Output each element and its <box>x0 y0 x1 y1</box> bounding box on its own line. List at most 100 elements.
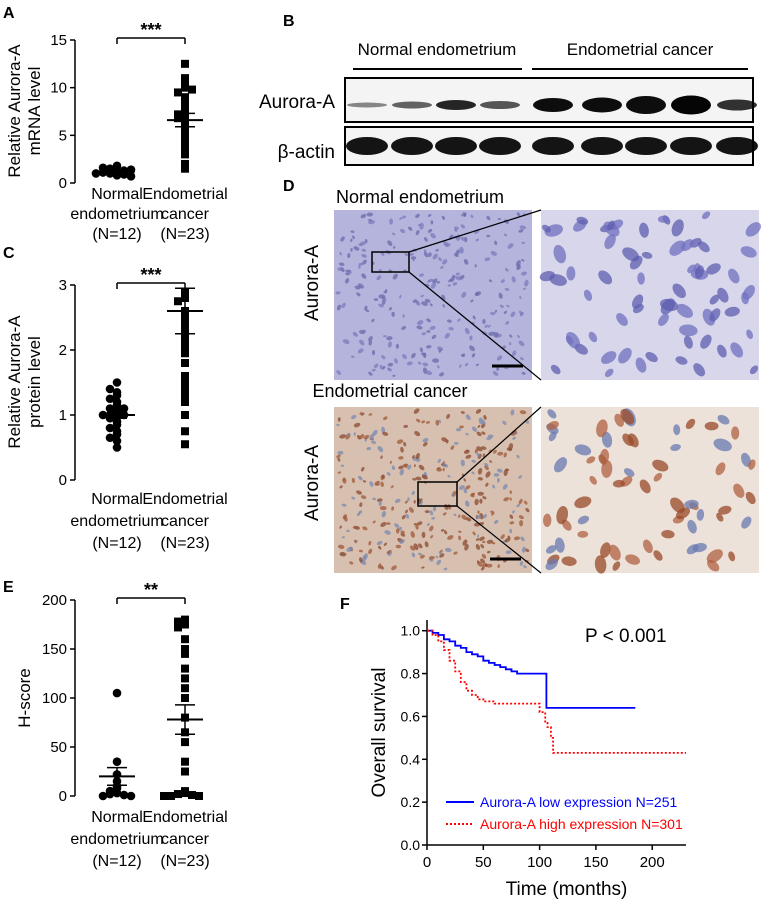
ihc-normal-image-nucleus <box>361 248 367 252</box>
ihc-cancer-image-nucleus <box>509 497 512 501</box>
ihc-cancer-image-nucleus <box>436 559 442 566</box>
y-axis-label: Relative Aurora-Aprotein level <box>5 315 44 449</box>
blot-band-actin <box>625 137 667 155</box>
ihc-cancer-image-nucleus <box>471 426 478 432</box>
ihc-cancer-image-nucleus <box>502 484 508 490</box>
ihc-cancer-image-nucleus <box>346 529 350 533</box>
ihc-cancer-image-nucleus <box>381 426 386 433</box>
data-point-cancer <box>181 93 189 102</box>
ihc-normal-image-nucleus <box>432 278 438 284</box>
ihc-cancer-image-nucleus <box>486 436 492 441</box>
category-label: (N=23) <box>160 226 209 243</box>
ihc-cancer-image-nucleus <box>383 542 388 546</box>
ihc-normal-image-nucleus <box>399 294 402 299</box>
ihc-normal-image-nucleus <box>368 371 373 376</box>
ihc-cancer-image-nucleus <box>340 464 345 467</box>
ihc-normal-image-nucleus <box>350 355 355 358</box>
ihc-cancer-image-nucleus <box>477 467 483 475</box>
significance-label: *** <box>140 265 161 285</box>
ihc-normal-image-nucleus <box>392 232 396 236</box>
ihc-cancer-image-nucleus <box>458 485 465 490</box>
ihc-cancer-image-nucleus <box>435 419 440 426</box>
ihc-normal-image-nucleus <box>353 246 360 251</box>
ihc-cancer-image-nucleus <box>351 477 356 483</box>
ihc-cancer-zoom-image-nucleus <box>556 506 569 525</box>
ihc-normal-image-nucleus <box>360 329 367 334</box>
ihc-cancer-image-nucleus <box>398 465 404 470</box>
ihc-normal-image-nucleus <box>386 336 393 341</box>
category-label: endometrium <box>70 831 163 848</box>
ihc-cancer-image-nucleus <box>524 548 530 552</box>
ihc-normal-image-nucleus <box>423 237 428 242</box>
blot-band-actin <box>716 137 758 155</box>
ihc-normal-image-nucleus <box>408 226 413 231</box>
data-point-cancer <box>181 159 189 168</box>
ihc-cancer-image-nucleus <box>497 451 504 456</box>
ihc-normal-image-nucleus <box>415 230 420 236</box>
ihc-cancer-image-nucleus <box>337 450 344 455</box>
data-point-normal <box>112 443 122 452</box>
ihc-cancer-image-nucleus <box>465 485 471 490</box>
ihc-normal-image-nucleus <box>409 252 414 256</box>
ihc-cancer-image-nucleus <box>476 431 482 437</box>
ihc-cancer-image-nucleus <box>413 464 416 468</box>
ihc-cancer-image-nucleus <box>407 497 410 502</box>
ihc-cancer-image-nucleus <box>425 421 431 424</box>
ihc-cancer-image-nucleus <box>503 452 507 458</box>
data-point-normal <box>105 404 115 413</box>
data-point-cancer <box>174 623 182 632</box>
data-point-cancer <box>181 78 189 87</box>
ihc-normal-image-nucleus <box>470 214 474 219</box>
ihc-normal-image-nucleus <box>425 370 433 376</box>
ihc-cancer-image-nucleus <box>403 441 407 447</box>
ihc-normal-zoom-image-nucleus <box>724 306 740 317</box>
y-axis-label: Overall survival <box>369 668 390 798</box>
ihc-cancer-zoom-image-nucleus <box>623 468 635 477</box>
data-point-normal <box>105 423 115 433</box>
y-tick-label: 15 <box>50 32 67 49</box>
ihc-normal-image-nucleus <box>444 243 451 247</box>
ihc-normal-image-nucleus <box>376 275 382 281</box>
ihc-cancer-image-nucleus <box>453 513 457 517</box>
ihc-cancer-image-nucleus <box>479 498 483 504</box>
data-point-cancer <box>181 372 189 380</box>
ihc-normal-zoom-image-nucleus <box>660 298 676 315</box>
ihc-normal-zoom-image-nucleus <box>645 352 658 363</box>
ihc-normal-image-nucleus <box>505 268 509 272</box>
ihc-normal-image-nucleus <box>459 246 464 254</box>
ihc-cancer-image-nucleus <box>342 514 348 520</box>
category-label: cancer <box>161 831 210 848</box>
ihc-normal-image-nucleus <box>391 311 395 317</box>
ihc-normal-image-nucleus <box>450 276 455 282</box>
ihc-normal-image-nucleus <box>406 361 413 366</box>
ihc-cancer-image-nucleus <box>339 434 346 439</box>
blot-band-actin <box>346 137 388 155</box>
ihc-normal-image-nucleus <box>381 299 386 305</box>
ihc-cancer-image-nucleus <box>516 454 520 459</box>
data-point-normal <box>112 788 122 798</box>
blot-row-label-aurora: Aurora-A <box>259 92 335 113</box>
ihc-cancer-image-nucleus <box>475 515 482 519</box>
ihc-normal-zoom-image-nucleus <box>639 222 649 238</box>
ihc-cancer-image-nucleus <box>416 458 421 463</box>
y-axis-label-line: H-score <box>15 668 34 728</box>
ihc-cancer-image-nucleus <box>476 452 481 458</box>
data-point-normal <box>112 757 122 766</box>
dot-plot-e: 0 50 100 150 200 H-score ** Normal endometrium (N… <box>15 580 228 870</box>
data-point-normal <box>98 163 108 173</box>
ihc-cancer-image-nucleus <box>481 419 486 425</box>
ihc-normal-image-nucleus <box>503 310 507 314</box>
x-tick-label: 0 <box>423 854 431 871</box>
ihc-normal-image-nucleus <box>519 311 524 317</box>
dot-plot-c: 0 1 2 3 Relative Aurora-Aprotein level *** Nor… <box>5 265 228 552</box>
ihc-cancer-image-nucleus <box>465 500 470 507</box>
ihc-normal-image-nucleus <box>354 285 361 290</box>
ihc-cancer-image-nucleus <box>481 446 487 450</box>
ihc-cancer-image-nucleus <box>446 413 451 419</box>
blot-band-aurora <box>626 96 666 114</box>
ihc-normal-image-nucleus <box>490 311 496 316</box>
data-point-cancer <box>181 789 189 798</box>
ihc-normal-image-nucleus <box>387 341 392 348</box>
ihc-normal-zoom-image-nucleus <box>698 241 710 253</box>
ihc-cancer-image-nucleus <box>359 412 363 415</box>
